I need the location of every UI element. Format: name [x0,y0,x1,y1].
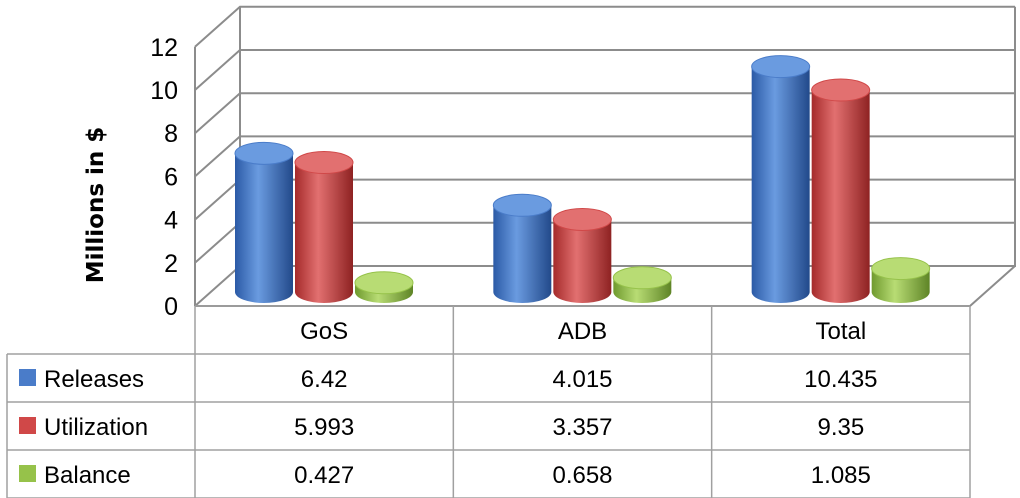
bar-top [552,207,612,231]
bar-releases-total [751,55,811,303]
table-cell: 4.015 [552,366,612,393]
data-table: GoS ADB Total Releases 6.42 4.015 10.435 Utiliz… [6,305,971,498]
bar-body [553,219,612,303]
bar-top [294,151,354,175]
table-header: GoS [300,318,348,345]
bar-top [354,271,414,295]
bar-top [234,141,294,165]
bars [234,55,931,303]
y-tick-label: 8 [164,120,178,148]
table-header: Total [815,318,866,345]
y-tick-label: 12 [150,34,178,62]
y-axis-ticks: 0 2 4 6 8 10 12 [150,34,178,321]
table-cell: 3.357 [552,414,612,441]
table-cell: 6.42 [301,366,348,393]
y-axis-label: Millions in $ [83,127,109,284]
y-tick-label: 6 [164,163,178,191]
bar-body [295,162,353,303]
legend-swatch [19,369,36,386]
bar-top [492,193,552,217]
bar-body [751,66,810,303]
bar-utilization-total [811,78,871,303]
bar-body [235,153,293,303]
bar-releases-gos [234,141,294,303]
bar-releases-adb [492,193,552,303]
table-cell: 1.085 [811,462,871,489]
table-header: ADB [558,318,607,345]
bar-utilization-gos [294,151,354,303]
bar-top [612,266,672,290]
gridline [194,49,1015,91]
y-tick-label: 0 [164,293,178,321]
bar-top [811,78,871,102]
y-tick-label: 2 [164,250,178,278]
bar-balance-adb [612,266,672,303]
gridline [194,92,1015,134]
y-tick-label: 4 [164,207,178,235]
legend-label: Releases [44,366,144,393]
legend-label: Balance [44,462,131,489]
legend-swatch [19,465,36,482]
legend-swatch [19,417,36,434]
table-cell: 9.35 [817,414,864,441]
table-cell: 0.427 [294,462,354,489]
legend-label: Utilization [44,414,148,441]
table-cell: 0.658 [552,462,612,489]
table-cell: 5.993 [294,414,354,441]
gridline [194,5,1015,48]
bar-body [811,90,870,303]
bar-top [751,55,811,79]
bar-balance-gos [354,271,414,303]
bar-utilization-adb [552,207,612,303]
y-tick-label: 10 [150,77,178,105]
bar-top [871,257,931,281]
bar-balance-total [871,257,931,303]
table-cell: 10.435 [804,366,877,393]
bar-body [493,205,552,303]
